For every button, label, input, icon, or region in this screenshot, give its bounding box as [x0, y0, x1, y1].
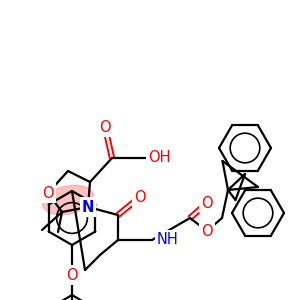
- Text: NH: NH: [157, 232, 179, 247]
- Text: O: O: [66, 268, 78, 283]
- Text: O: O: [42, 185, 54, 200]
- Text: O: O: [201, 224, 213, 238]
- Text: O: O: [99, 119, 111, 134]
- Text: O: O: [134, 190, 146, 205]
- Text: N: N: [82, 200, 94, 214]
- Ellipse shape: [42, 185, 94, 215]
- Text: OH: OH: [148, 151, 170, 166]
- Text: O: O: [201, 196, 213, 211]
